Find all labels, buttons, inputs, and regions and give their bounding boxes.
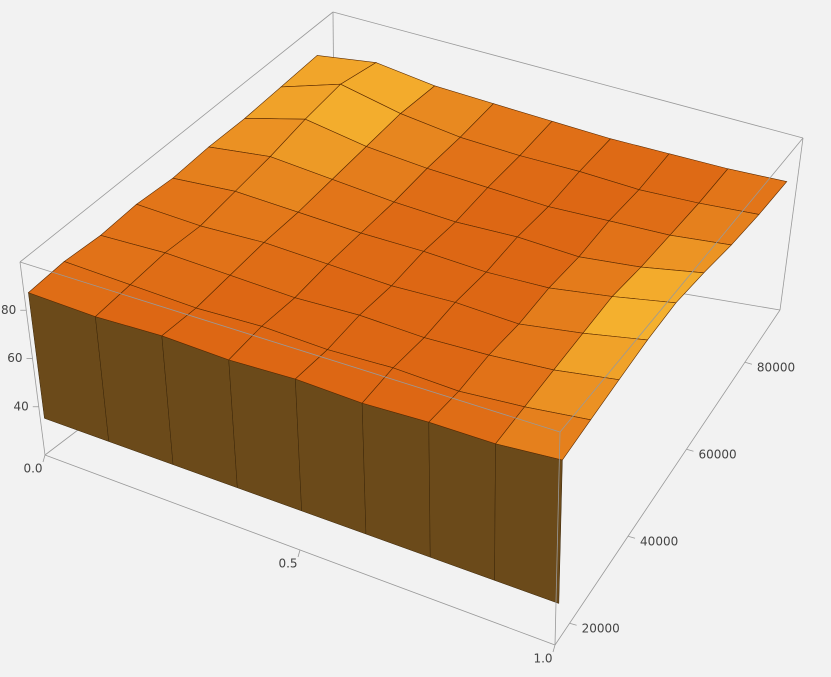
y-tick	[744, 361, 753, 365]
y-tick	[686, 448, 694, 452]
y-tick	[569, 622, 577, 626]
y-tick	[627, 535, 636, 539]
x-tick	[297, 549, 301, 558]
front-skirt	[361, 402, 431, 558]
y-tick-label: 60000	[698, 448, 736, 462]
surface-patch	[494, 406, 592, 461]
box-edge	[19, 261, 561, 433]
surface	[27, 55, 788, 604]
x-tick-label: 0.5	[278, 557, 297, 571]
front-skirt	[494, 443, 563, 604]
box-edge	[19, 11, 334, 263]
x-tick	[42, 454, 46, 463]
x-tick-label: 0.0	[23, 462, 42, 476]
box-edge	[779, 137, 804, 311]
y-tick-label: 80000	[757, 361, 795, 375]
front-skirt	[428, 421, 496, 581]
box-edge	[559, 137, 804, 433]
y-tick-label: 20000	[582, 622, 620, 636]
x-tick	[552, 644, 556, 653]
axes: 0.0 0.5 1.0 20000 40000 60000 80000 40 60 80	[1, 303, 795, 666]
box-edge	[332, 11, 804, 139]
z-tick-label: 40	[13, 399, 28, 413]
z-tick-label: 80	[1, 303, 16, 317]
front-skirt	[295, 378, 367, 535]
front-skirt	[228, 359, 302, 512]
box-edge	[554, 431, 561, 646]
x-tick-label: 1.0	[533, 652, 552, 666]
z-tick-label: 60	[7, 351, 22, 365]
y-tick-label: 40000	[640, 535, 678, 549]
box-edge	[554, 309, 781, 646]
